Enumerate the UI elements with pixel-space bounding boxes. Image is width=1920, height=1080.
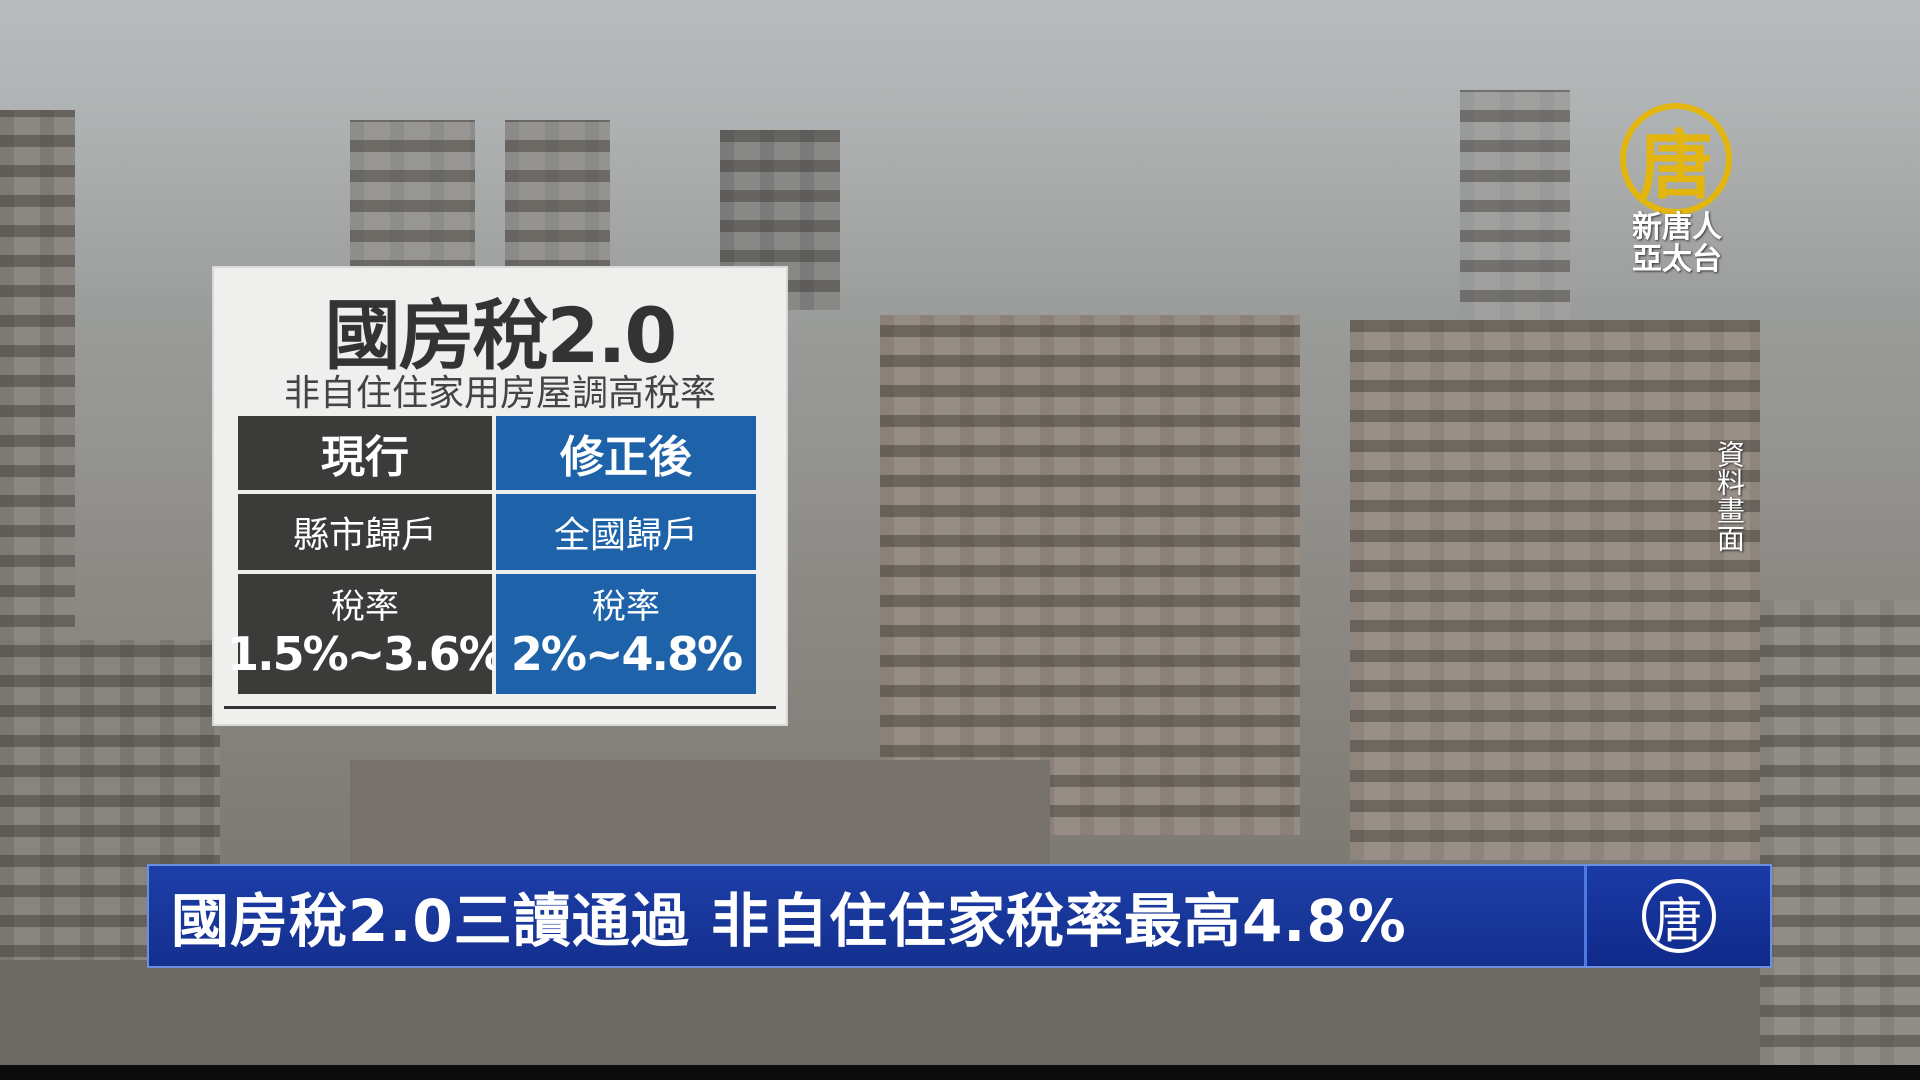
info-card: 國房稅2.0 非自住住家用房屋調高稅率 現行 修正後 縣市歸戶 全國歸戶 稅率 … [214,268,786,724]
headline-banner: 國房稅2.0三讀通過 非自住住家稅率最高4.8% 唐 [147,864,1772,968]
building [0,960,1920,1065]
rate-value: 2%~4.8% [510,627,743,681]
card-title: 國房稅2.0 [324,291,678,380]
rate-revised: 稅率 2%~4.8% [494,572,758,696]
card-subtitle: 非自住住家用房屋調高稅率 [283,373,716,414]
ntd-logo-icon: 唐 [1641,879,1716,953]
divider [224,706,776,709]
rate-label: 稅率 [592,587,660,627]
comparison-table: 現行 修正後 縣市歸戶 全國歸戶 稅率 1.5%~3.6% 稅率 2%~4.8% [227,414,758,696]
channel-name: 新唐人 亞太台 [1612,212,1742,276]
logo-glyph: 唐 [1639,122,1713,209]
scope-current: 縣市歸戶 [236,492,494,572]
ntd-logo-icon: 唐 [1620,103,1732,215]
building [880,315,1300,835]
scope-revised: 全國歸戶 [494,492,758,572]
building [1760,600,1920,1065]
footage-label: 資料畫面 [1713,440,1746,552]
rate-current: 稅率 1.5%~3.6% [227,572,505,696]
channel-name-line2: 亞太台 [1632,242,1722,277]
headline-text: 國房稅2.0三讀通過 非自住住家稅率最高4.8% [171,887,1407,955]
building [1460,90,1570,320]
rate-value: 1.5%~3.6% [227,627,505,681]
banner-logo: 唐 [1584,866,1770,966]
letterbox-bar [0,1065,1920,1080]
header-current: 現行 [236,414,494,492]
header-revised: 修正後 [494,414,758,492]
rate-label: 稅率 [331,587,399,627]
building [1350,320,1760,860]
channel-name-line1: 新唐人 [1632,210,1722,245]
